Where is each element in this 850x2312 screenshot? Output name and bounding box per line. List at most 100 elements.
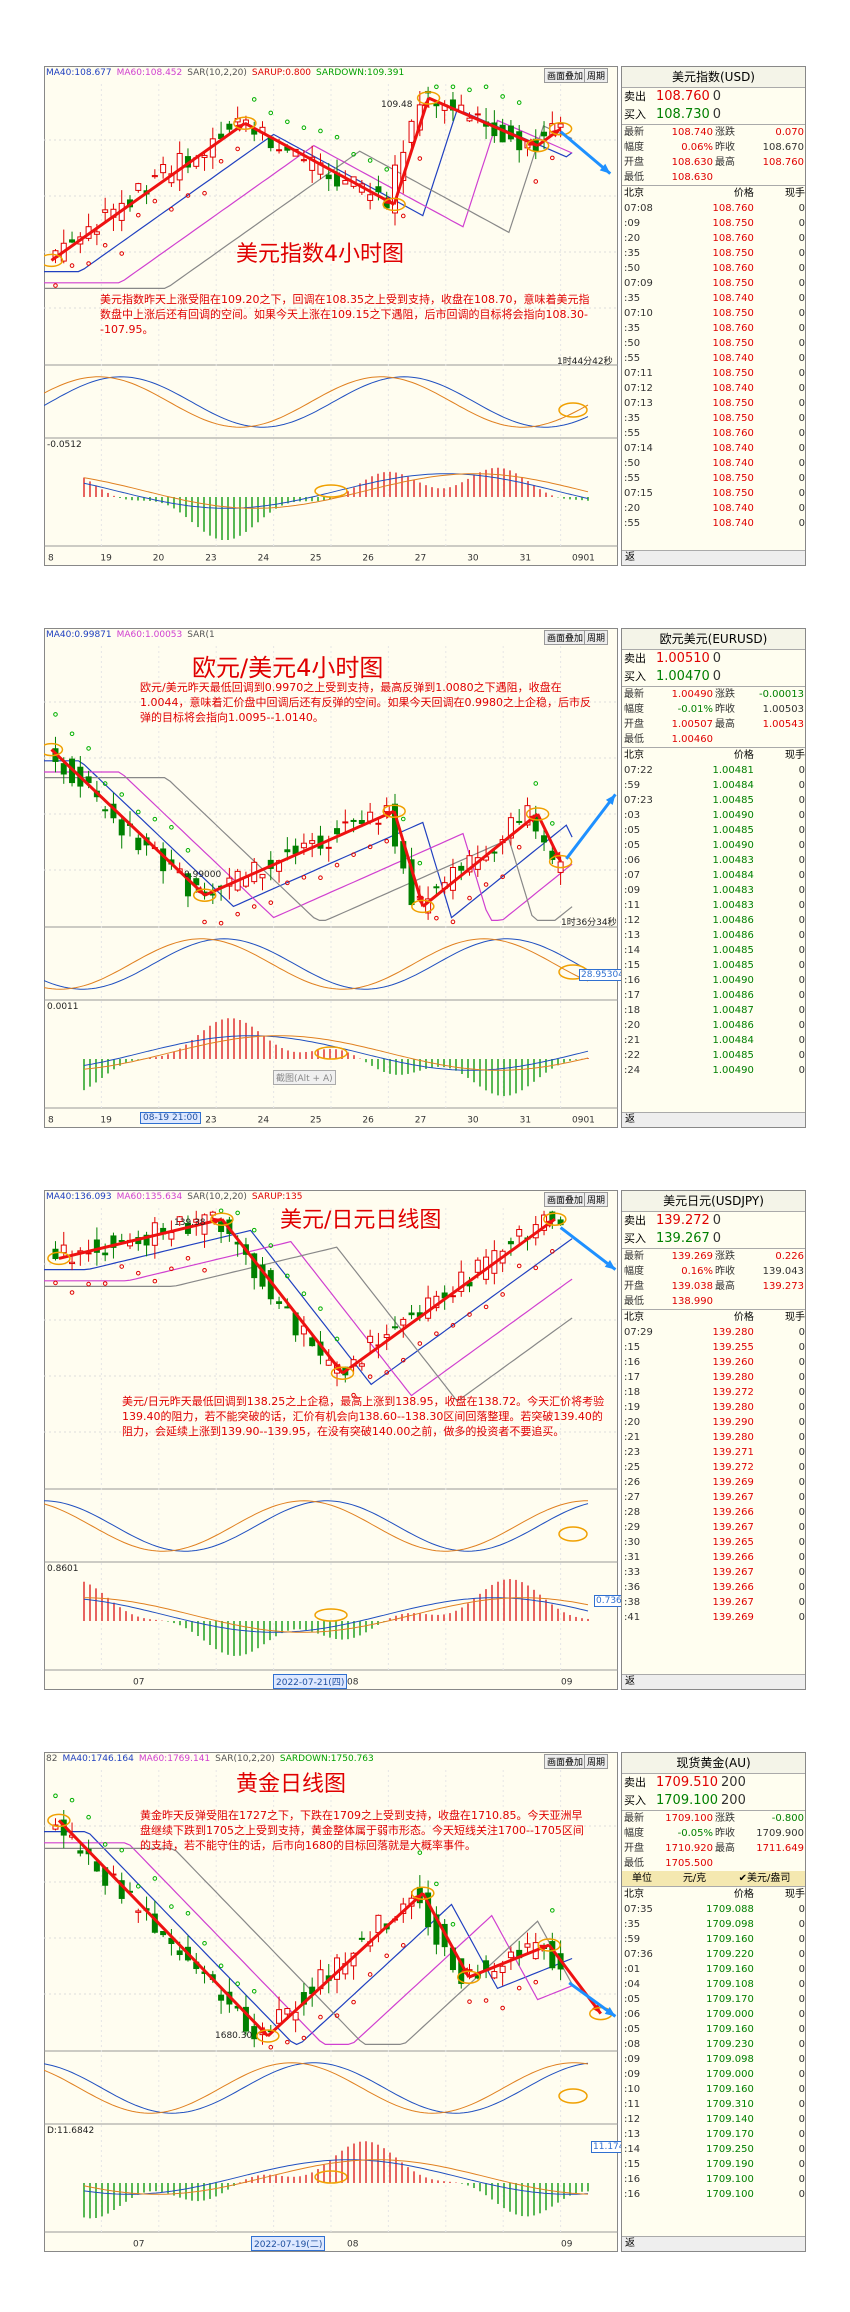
candle-body <box>383 1334 390 1339</box>
tick-row: :23 139.271 0 <box>622 1445 805 1460</box>
tick-volume: 0 <box>798 945 805 956</box>
sar-dot <box>550 155 555 161</box>
candle-body <box>69 239 76 243</box>
tick-time: :05 <box>624 2024 641 2035</box>
tick-volume: 0 <box>798 2159 805 2170</box>
tick-price: 108.750 <box>712 278 754 289</box>
tick-row: :30 139.265 0 <box>622 1535 805 1550</box>
quote-volume: 0 <box>712 1213 722 1228</box>
tick-volume: 0 <box>798 488 805 499</box>
candle-body <box>193 878 200 886</box>
sar-dot <box>318 128 323 134</box>
quote-footer[interactable]: 返 <box>622 1112 805 1127</box>
tick-row: 07:11 108.750 0 <box>622 366 805 381</box>
tick-price: 108.750 <box>712 368 754 379</box>
quote-panel: 现货黄金(AU) 卖出 1709.510 200 买入 1709.100 200 最新 1709… <box>621 1752 806 2252</box>
tick-row: :41 139.269 0 <box>622 1610 805 1625</box>
chart-button[interactable]: 画面叠加 <box>544 1192 587 1207</box>
chart-label: 2022-07-21(四) <box>273 1674 348 1689</box>
chart-button[interactable]: 周期 <box>584 1192 609 1207</box>
x-axis-label: 26 <box>362 1116 374 1126</box>
stat-value: 108.760 <box>762 157 804 168</box>
quote-sell-row: 卖出 1709.510 200 <box>622 1774 805 1792</box>
candle-body <box>375 822 382 825</box>
chart-area: 07 08 09 MA40:136.093 MA60:135.634 SAR(10,2,2… <box>43 1190 624 1690</box>
candle-body <box>309 1337 316 1347</box>
tick-time: :50 <box>624 338 641 349</box>
x-axis-label: 26 <box>362 554 374 564</box>
chart-button[interactable]: 周期 <box>584 630 609 645</box>
tick-price: 1.00484 <box>712 780 754 791</box>
x-axis-label: 27 <box>415 1116 426 1126</box>
chart-button[interactable]: 画面叠加 <box>544 630 587 645</box>
tick-header: 北京 价格 现手 <box>622 747 805 763</box>
quote-footer[interactable]: 返 <box>622 1674 805 1689</box>
sar-dot <box>135 1270 141 1276</box>
candle-body <box>201 154 208 158</box>
chart-title: 黄金日线图 <box>236 1772 347 1797</box>
chart-button[interactable]: 画面叠加 <box>544 68 587 83</box>
sar-dot <box>218 1963 224 1969</box>
sar-dot <box>400 1943 406 1948</box>
candle-body <box>276 1301 283 1304</box>
tick-time: :18 <box>624 1387 641 1398</box>
tick-time: :35 <box>624 413 641 424</box>
tick-price: 1.00487 <box>712 1005 754 1016</box>
tick-time: :33 <box>624 1567 641 1578</box>
tick-price: 1709.000 <box>706 2069 754 2080</box>
tick-row: :20 108.760 0 <box>622 231 805 246</box>
quote-footer[interactable]: 返 <box>622 2236 805 2251</box>
tick-volume: 0 <box>798 900 805 911</box>
tick-time: :18 <box>624 1005 641 1016</box>
stat-value: -0.00013 <box>759 689 804 700</box>
chart-label: 截图(Alt + A) <box>273 1070 336 1085</box>
tick-row: :16 1709.100 0 <box>622 2187 805 2202</box>
x-axis-label: 08 <box>347 2240 359 2250</box>
tick-time: 07:12 <box>624 383 653 394</box>
tick-time: :05 <box>624 825 641 836</box>
chart-button[interactable]: 周期 <box>584 68 609 83</box>
arrow-head <box>604 2006 616 2017</box>
tick-row: :06 1709.000 0 <box>622 2007 805 2022</box>
quote-price: 1.00470 <box>656 669 710 684</box>
candle-body <box>367 194 374 201</box>
tick-row: 07:35 1709.088 0 <box>622 1902 805 1917</box>
tick-row: 07:10 108.750 0 <box>622 306 805 321</box>
stat-label: 涨跌 <box>715 689 735 700</box>
candle-body <box>143 1234 150 1246</box>
tick-price: 108.750 <box>712 338 754 349</box>
tick-price: 108.760 <box>712 323 754 334</box>
quote-footer[interactable]: 返 <box>622 550 805 565</box>
stat-label: 最高 <box>715 1281 735 1292</box>
tick-price: 108.740 <box>712 383 754 394</box>
stats-row: 最新 108.740 涨跌 0.070 <box>622 125 805 140</box>
stat-label: 涨跌 <box>715 127 735 138</box>
indicator-header: MA40:0.99871 MA60:1.00053 SAR(1 <box>46 630 220 640</box>
tick-time: :24 <box>624 1065 641 1076</box>
tick-volume: 0 <box>798 218 805 229</box>
indicator-label: SARUP:0.800 <box>251 68 312 78</box>
candle-body <box>466 117 473 122</box>
candle-body <box>135 183 142 191</box>
candle-body <box>491 1971 498 1979</box>
tick-time: :01 <box>624 1964 641 1975</box>
candle-body <box>209 893 216 896</box>
signal-line <box>83 2159 589 2195</box>
chart-button[interactable]: 画面叠加 <box>544 1754 587 1769</box>
candle-body <box>507 1241 514 1245</box>
tick-time: :55 <box>624 428 641 439</box>
column-header: 价格 <box>733 188 754 199</box>
tick-volume: 0 <box>798 458 805 469</box>
tick-volume: 0 <box>798 915 805 926</box>
tick-row: :55 108.740 0 <box>622 351 805 366</box>
sar-dot <box>434 915 439 921</box>
trend-arrow <box>244 121 395 206</box>
tick-time: :55 <box>624 473 641 484</box>
stat-value: 1.00507 <box>671 719 713 730</box>
quote-volume: 0 <box>712 1231 722 1246</box>
highlight-ellipse <box>382 197 406 212</box>
tick-row: :11 1709.310 0 <box>622 2097 805 2112</box>
stat-value: 1.00490 <box>671 689 713 700</box>
chart-button[interactable]: 周期 <box>584 1754 609 1769</box>
stat-value: 1710.920 <box>665 1843 713 1854</box>
